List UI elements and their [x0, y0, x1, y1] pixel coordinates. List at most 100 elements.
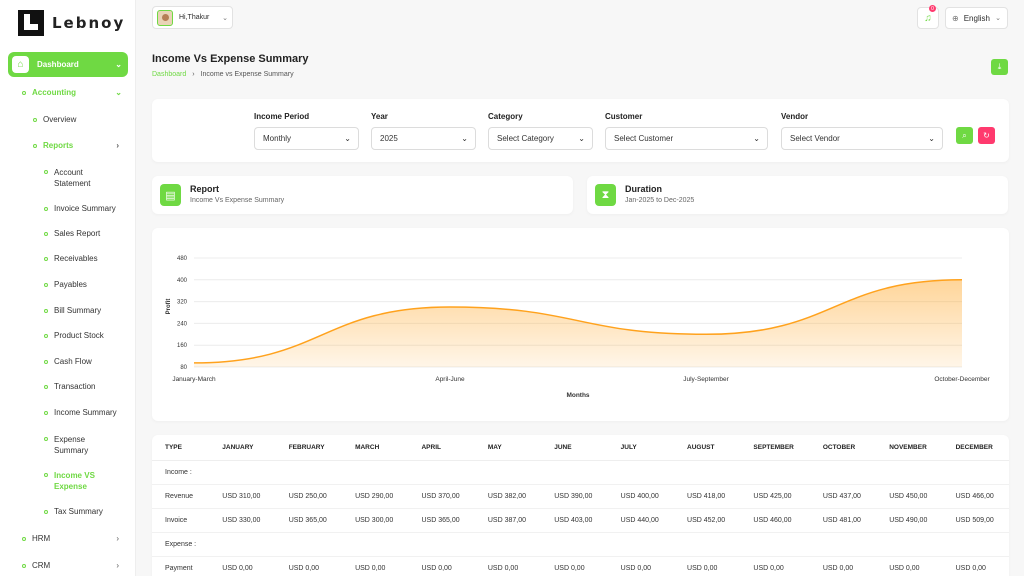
sidebar-subitem[interactable]: Receivables	[44, 254, 124, 263]
y-tick-label: 400	[177, 278, 188, 284]
income-expense-chart: 80 160 240 320 400 480 January-March April-June…	[152, 228, 1009, 421]
sidebar-subitem[interactable]: Bill Summary	[44, 306, 124, 315]
user-menu[interactable]: Hi,Thakur ⌄	[152, 6, 233, 29]
table-row: Revenue USD 310,00 USD 250,00 USD 290,00 USD…	[152, 484, 1009, 509]
bullet-icon	[44, 170, 48, 174]
table-cell: USD 0,00	[275, 556, 343, 576]
table-cell: USD 418,00	[674, 484, 741, 509]
brand-logo[interactable]: Lebnoy	[18, 10, 125, 36]
sidebar-subitem[interactable]: Sales Report	[44, 229, 124, 238]
vendor-select[interactable]: Select Vendor ⌄	[781, 127, 943, 150]
sidebar-item-reports[interactable]: Reports ›	[33, 141, 119, 150]
bullet-icon	[44, 282, 48, 287]
chevron-down-icon: ⌄	[578, 134, 585, 143]
table-cell: USD 460,00	[740, 508, 810, 533]
category-select[interactable]: Select Category ⌄	[488, 127, 593, 150]
table-cell: USD 0,00	[474, 556, 542, 576]
notification-button[interactable]: ♫ 0	[917, 5, 939, 29]
table-cell	[275, 532, 343, 557]
chevron-down-icon: ⌄	[344, 134, 351, 143]
report-card-value: Income Vs Expense Summary	[190, 197, 285, 204]
table-cell: USD 0,00	[942, 556, 1009, 576]
sidebar-item-label: CRM	[32, 561, 51, 570]
sidebar-item-dashboard[interactable]: ⌂ Dashboard ⌄	[8, 52, 128, 77]
table-header-cell: OCTOBER	[809, 435, 877, 461]
table-cell: USD 0,00	[342, 556, 409, 576]
customer-label: Customer	[605, 112, 643, 121]
reset-button[interactable]: ↻	[978, 127, 995, 144]
chevron-right-icon: ›	[192, 71, 195, 78]
sidebar-item-crm[interactable]: CRM ›	[22, 561, 119, 570]
category-label: Category	[488, 112, 523, 121]
refresh-icon: ↻	[983, 131, 990, 140]
table-cell: USD 370,00	[408, 484, 475, 509]
bullet-icon	[33, 143, 37, 148]
brand-name: Lebnoy	[52, 14, 126, 32]
sidebar-item-hrm[interactable]: HRM ›	[22, 534, 119, 543]
y-tick-label: 320	[177, 300, 188, 306]
download-button[interactable]: ⤓	[991, 59, 1008, 75]
table-row: Income :	[152, 460, 1009, 485]
category-filter: Category Select Category ⌄	[488, 112, 593, 150]
sidebar-subitem[interactable]: Payables	[44, 280, 124, 289]
chevron-down-icon: ⌄	[928, 134, 935, 143]
sidebar-subitem[interactable]: Tax Summary	[44, 507, 124, 516]
chevron-right-icon: ›	[116, 534, 119, 543]
table-cell: USD 290,00	[342, 484, 409, 509]
globe-icon: ⊕	[952, 13, 959, 23]
sidebar-subitem[interactable]: Product Stock	[44, 331, 124, 340]
table-cell	[740, 532, 810, 557]
table-cell: USD 437,00	[809, 484, 877, 509]
customer-select[interactable]: Select Customer ⌄	[605, 127, 768, 150]
sidebar-subitem[interactable]: Income VS Expense	[44, 470, 124, 492]
avatar	[157, 9, 173, 26]
select-value: Select Customer	[614, 134, 674, 143]
table-cell: USD 0,00	[209, 556, 276, 576]
table-cell	[541, 460, 608, 485]
language-selector[interactable]: ⊕ English ⌄	[945, 7, 1008, 29]
report-card: ▤ Report Income Vs Expense Summary	[152, 176, 573, 214]
sidebar-subitem[interactable]: Invoice Summary	[44, 204, 124, 213]
table-cell: USD 403,00	[541, 508, 608, 533]
bullet-icon	[44, 333, 48, 338]
year-select[interactable]: 2025 ⌄	[371, 127, 476, 150]
sidebar-subitem[interactable]: Expense Summary	[44, 434, 124, 456]
sidebar-item-label: Invoice Summary	[54, 204, 116, 213]
sidebar-item-overview[interactable]: Overview	[33, 115, 76, 124]
bullet-icon	[44, 384, 48, 389]
table-cell: USD 382,00	[474, 484, 542, 509]
table-cell: USD 400,00	[607, 484, 675, 509]
table-cell: USD 0,00	[876, 556, 943, 576]
search-button[interactable]: ⌕	[956, 127, 973, 144]
sidebar-subitem[interactable]: Account Statement	[44, 167, 124, 189]
table-cell: USD 425,00	[740, 484, 810, 509]
bullet-icon	[33, 117, 37, 122]
sidebar-subitem[interactable]: Cash Flow	[44, 357, 124, 366]
y-tick-label: 480	[177, 256, 188, 262]
table-cell	[607, 532, 675, 557]
sidebar-item-label: Receivables	[54, 254, 98, 263]
table-cell	[876, 460, 943, 485]
table-cell: USD 390,00	[541, 484, 608, 509]
bullet-icon	[44, 231, 48, 236]
table-cell: USD 452,00	[674, 508, 741, 533]
table-cell	[740, 460, 810, 485]
sidebar-item-accounting[interactable]: Accounting ⌄	[22, 88, 122, 97]
sidebar-subitem[interactable]: Income Summary	[44, 408, 124, 417]
table-header-cell: SEPTEMBER	[740, 435, 810, 461]
sidebar-item-label: Cash Flow	[54, 357, 92, 366]
table-cell	[942, 532, 1009, 557]
breadcrumb-home[interactable]: Dashboard	[152, 71, 187, 78]
sidebar-item-label: Transaction	[54, 382, 96, 391]
sidebar-item-label: Accounting	[32, 88, 76, 97]
table-cell: USD 387,00	[474, 508, 542, 533]
income-period-select[interactable]: Monthly ⌄	[254, 127, 359, 150]
table-cell: USD 0,00	[408, 556, 475, 576]
select-value: Select Vendor	[790, 134, 840, 143]
table-cell: USD 0,00	[809, 556, 877, 576]
series-area	[194, 279, 962, 367]
table-cell: USD 490,00	[876, 508, 943, 533]
table-row: Expense :	[152, 532, 1009, 557]
sidebar-subitem[interactable]: Transaction	[44, 382, 124, 391]
search-icon: ⌕	[962, 130, 967, 140]
